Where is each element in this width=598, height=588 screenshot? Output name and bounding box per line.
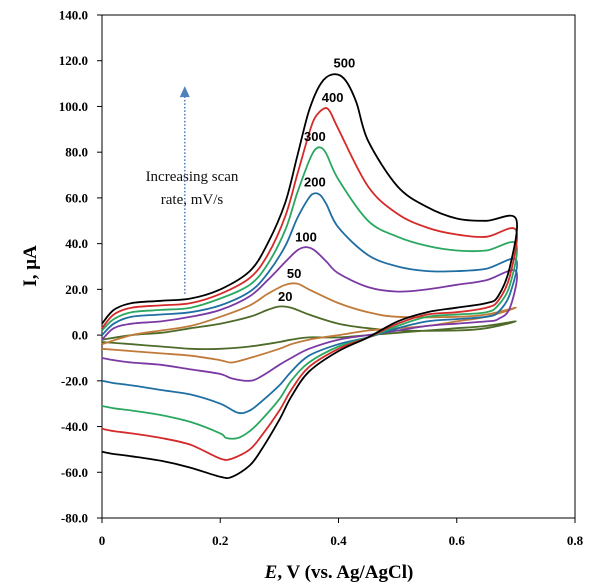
x-tick-label: 0.6: [449, 533, 466, 548]
series-line-500: [101, 73, 518, 480]
plot-area: [101, 14, 576, 519]
y-axis: -80.0 -60.0 -40.0 -20.0 0.0 20.0 40.0 60.0 80.0 1…: [59, 8, 102, 526]
y-tick-label: -60.0: [61, 465, 88, 480]
y-tick-label: 60.0: [65, 190, 88, 205]
y-tick-label: 80.0: [65, 145, 88, 160]
y-tick-label: 20.0: [65, 282, 88, 297]
series-line-20: [101, 305, 517, 350]
arrow-head: [179, 86, 190, 98]
y-tick-label: 120.0: [59, 53, 88, 68]
series-label-500: 500: [334, 56, 356, 71]
series-label-100: 100: [295, 229, 317, 244]
series-line-50: [101, 282, 517, 364]
series-line-300: [101, 146, 518, 440]
y-tick-label: 100.0: [59, 99, 88, 114]
series-label-20: 20: [278, 289, 292, 304]
series-layer: [101, 73, 518, 480]
series-label-400: 400: [322, 90, 344, 105]
x-axis: 0 0.2 0.4 0.6 0.8: [99, 518, 584, 548]
series-label-200: 200: [304, 174, 326, 189]
annotation: Increasing scan rate, mV/s: [146, 86, 239, 294]
series-label-300: 300: [304, 129, 326, 144]
x-tick-label: 0: [99, 533, 106, 548]
y-tick-label: -80.0: [61, 511, 88, 526]
x-axis-title-rest: , V (vs. Ag/AgCl): [277, 562, 413, 583]
x-axis-title-italic: E: [264, 562, 278, 583]
x-axis-title: E, V (vs. Ag/AgCl): [264, 562, 414, 583]
annotation-line-1: Increasing scan: [146, 169, 239, 185]
annotation-line-2: rate, mV/s: [161, 192, 224, 208]
x-tick-label: 0.2: [212, 533, 228, 548]
y-axis-title: I, μA: [20, 245, 41, 287]
y-tick-label: 0.0: [72, 328, 88, 343]
series-line-100: [101, 246, 518, 382]
y-tick-label: 140.0: [59, 8, 88, 23]
series-labels: 20 50 100 200 300 400 500: [278, 56, 355, 304]
x-tick-label: 0.4: [330, 533, 347, 548]
y-tick-label: -40.0: [61, 419, 88, 434]
y-tick-label: -20.0: [61, 373, 88, 388]
y-tick-label: 40.0: [65, 236, 88, 251]
series-label-50: 50: [287, 266, 301, 281]
x-tick-label: 0.8: [567, 533, 584, 548]
